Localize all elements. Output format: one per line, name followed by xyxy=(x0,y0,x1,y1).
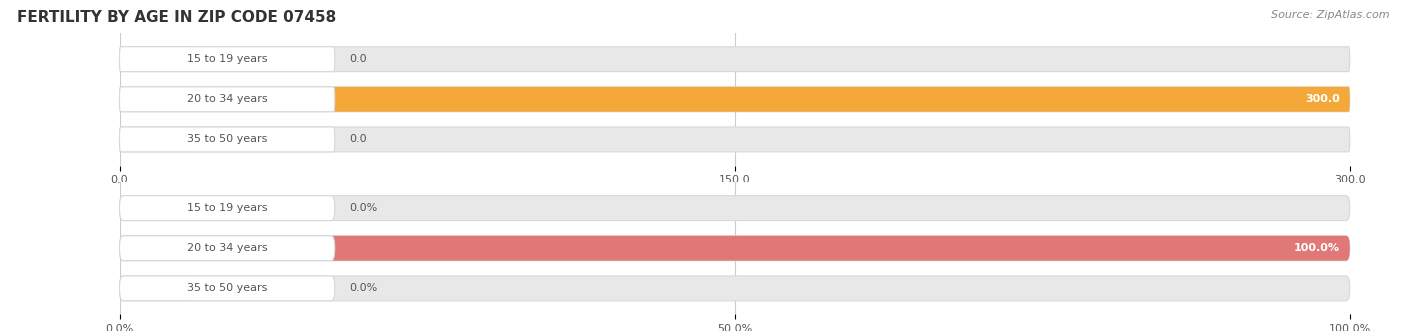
Text: 15 to 19 years: 15 to 19 years xyxy=(187,203,267,213)
Text: 0.0%: 0.0% xyxy=(350,283,378,293)
Text: 100.0%: 100.0% xyxy=(1294,243,1340,253)
Text: 20 to 34 years: 20 to 34 years xyxy=(187,243,267,253)
Text: 300.0: 300.0 xyxy=(1305,94,1340,104)
Text: 20 to 34 years: 20 to 34 years xyxy=(187,94,267,104)
FancyBboxPatch shape xyxy=(120,196,1350,220)
FancyBboxPatch shape xyxy=(120,87,1350,112)
FancyBboxPatch shape xyxy=(120,276,194,301)
Text: 35 to 50 years: 35 to 50 years xyxy=(187,283,267,293)
FancyBboxPatch shape xyxy=(120,196,194,220)
Text: 0.0%: 0.0% xyxy=(350,203,378,213)
Text: 15 to 19 years: 15 to 19 years xyxy=(187,54,267,64)
FancyBboxPatch shape xyxy=(120,127,335,152)
FancyBboxPatch shape xyxy=(120,236,1350,261)
FancyBboxPatch shape xyxy=(120,47,335,71)
FancyBboxPatch shape xyxy=(120,127,1350,152)
FancyBboxPatch shape xyxy=(120,87,335,112)
Text: Source: ZipAtlas.com: Source: ZipAtlas.com xyxy=(1271,10,1389,20)
FancyBboxPatch shape xyxy=(120,236,1350,261)
FancyBboxPatch shape xyxy=(120,276,1350,301)
FancyBboxPatch shape xyxy=(120,47,194,71)
Text: 35 to 50 years: 35 to 50 years xyxy=(187,134,267,144)
Text: 0.0: 0.0 xyxy=(350,54,367,64)
FancyBboxPatch shape xyxy=(120,236,335,261)
FancyBboxPatch shape xyxy=(120,127,194,152)
Text: FERTILITY BY AGE IN ZIP CODE 07458: FERTILITY BY AGE IN ZIP CODE 07458 xyxy=(17,10,336,25)
FancyBboxPatch shape xyxy=(120,276,335,301)
FancyBboxPatch shape xyxy=(120,196,335,220)
FancyBboxPatch shape xyxy=(120,47,1350,71)
Text: 0.0: 0.0 xyxy=(350,134,367,144)
FancyBboxPatch shape xyxy=(120,87,1350,112)
